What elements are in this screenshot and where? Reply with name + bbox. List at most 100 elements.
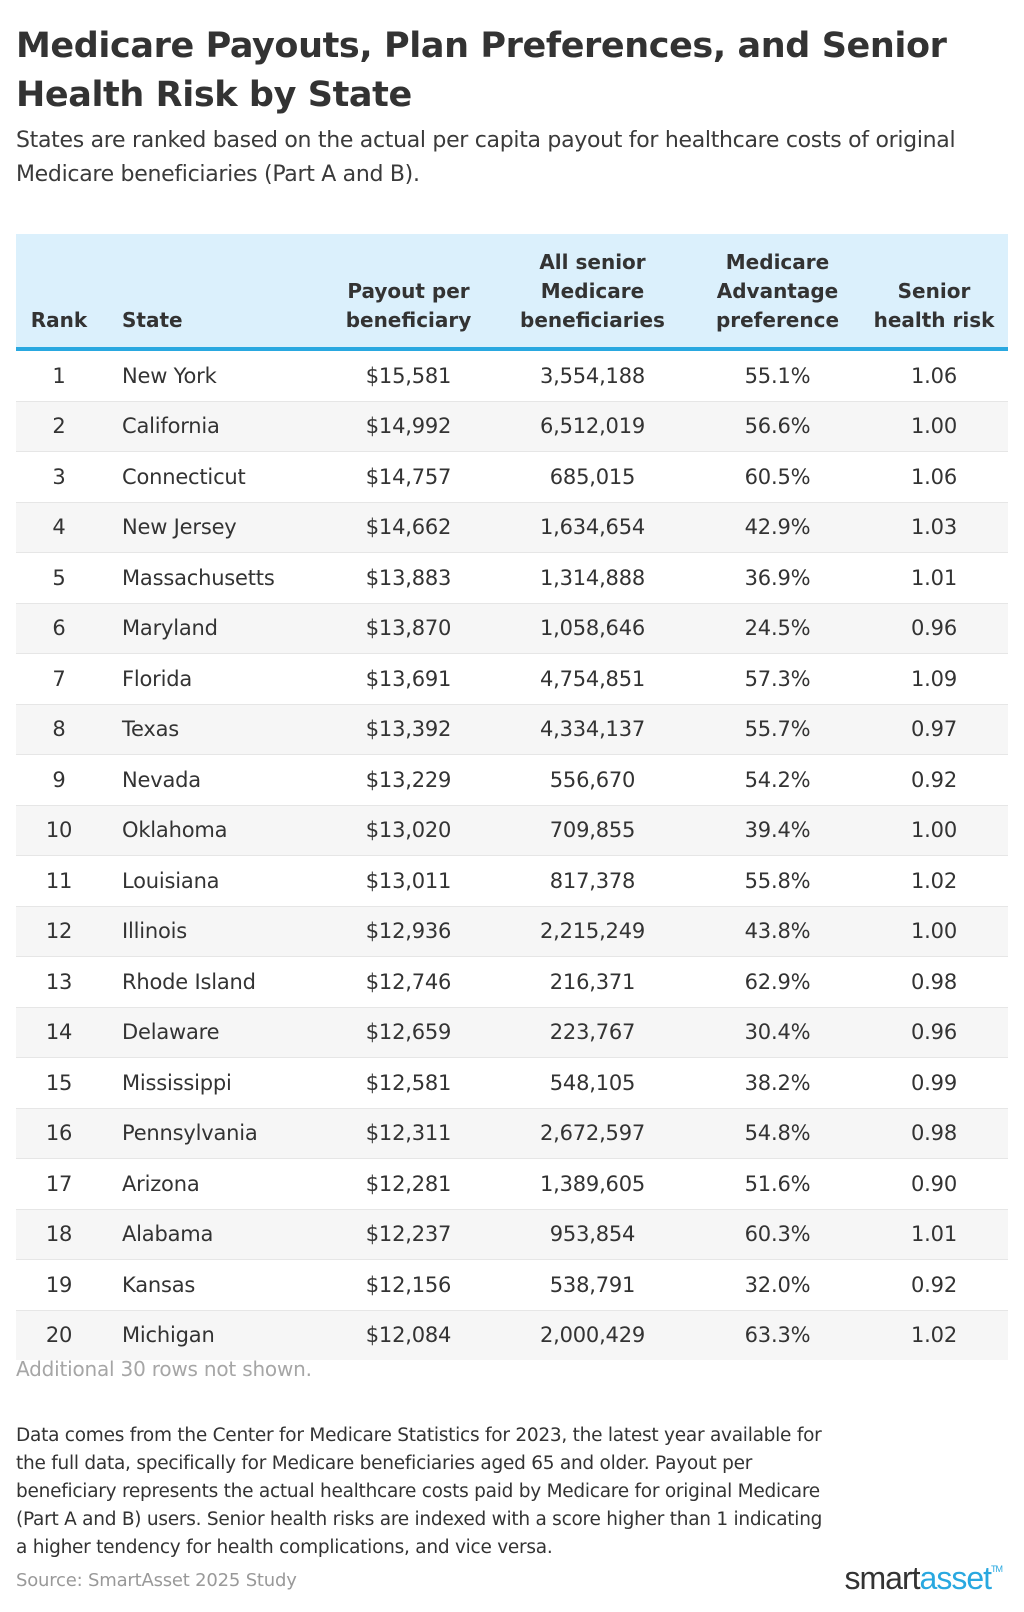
cell-rank: 12 bbox=[16, 905, 102, 957]
table-row: 18 Alabama $12,237 953,854 60.3% 1.01 bbox=[16, 1208, 1008, 1260]
page-title: Medicare Payouts, Plan Preferences, and … bbox=[16, 26, 947, 115]
cell-beneficiaries: 538,791 bbox=[490, 1259, 695, 1310]
cell-rank: 14 bbox=[16, 1006, 102, 1058]
cell-advantage: 43.8% bbox=[695, 905, 860, 957]
cell-risk: 1.00 bbox=[860, 905, 1008, 957]
cell-advantage: 56.6% bbox=[695, 400, 860, 452]
cell-advantage: 38.2% bbox=[695, 1057, 860, 1108]
cell-payout: $13,229 bbox=[327, 754, 490, 805]
cell-beneficiaries: 1,314,888 bbox=[490, 552, 695, 603]
cell-payout: $13,011 bbox=[327, 855, 490, 906]
cell-beneficiaries: 216,371 bbox=[490, 956, 695, 1007]
cell-beneficiaries: 1,058,646 bbox=[490, 602, 695, 654]
cell-rank: 2 bbox=[16, 400, 102, 452]
table-row: 15 Mississippi $12,581 548,105 38.2% 0.99 bbox=[16, 1057, 1008, 1108]
cell-payout: $12,156 bbox=[327, 1259, 490, 1310]
cell-payout: $14,992 bbox=[327, 400, 490, 452]
methodology-text: Data comes from the Center for Medicare … bbox=[16, 1425, 823, 1558]
cell-risk: 0.92 bbox=[860, 1259, 1008, 1310]
cell-advantage: 57.3% bbox=[695, 653, 860, 704]
cell-rank: 5 bbox=[16, 552, 102, 603]
logo-asset: asset bbox=[919, 1560, 992, 1596]
cell-payout: $12,281 bbox=[327, 1158, 490, 1209]
cell-risk: 0.98 bbox=[860, 1107, 1008, 1159]
cell-risk: 1.00 bbox=[860, 804, 1008, 856]
table-row: 10 Oklahoma $13,020 709,855 39.4% 1.00 bbox=[16, 804, 1008, 856]
cell-beneficiaries: 223,767 bbox=[490, 1006, 695, 1058]
cell-advantage: 54.2% bbox=[695, 754, 860, 805]
cell-risk: 0.97 bbox=[860, 703, 1008, 755]
column-header-rank: Rank bbox=[16, 234, 102, 351]
table-row: 11 Louisiana $13,011 817,378 55.8% 1.02 bbox=[16, 855, 1008, 906]
cell-payout: $12,237 bbox=[327, 1208, 490, 1260]
table-row: 7 Florida $13,691 4,754,851 57.3% 1.09 bbox=[16, 653, 1008, 704]
table-header-row: Rank State Payout per beneficiary All se… bbox=[16, 234, 1008, 351]
cell-state: Connecticut bbox=[102, 451, 327, 502]
cell-beneficiaries: 556,670 bbox=[490, 754, 695, 805]
table-row: 9 Nevada $13,229 556,670 54.2% 0.92 bbox=[16, 754, 1008, 805]
cell-advantage: 55.1% bbox=[744, 363, 811, 388]
cell-beneficiaries: 6,512,019 bbox=[490, 400, 695, 452]
cell-risk: 1.00 bbox=[860, 400, 1008, 452]
table-row: 8 Texas $13,392 4,334,137 55.7% 0.97 bbox=[16, 703, 1008, 755]
cell-beneficiaries: 2,672,597 bbox=[490, 1107, 695, 1159]
cell-beneficiaries: 2,215,249 bbox=[490, 905, 695, 957]
cell-beneficiaries: 953,854 bbox=[490, 1208, 695, 1260]
table-row: 5 Massachusetts $13,883 1,314,888 36.9% 1.01 bbox=[16, 552, 1008, 603]
logo-trademark: TM bbox=[991, 1564, 1003, 1574]
cell-payout: $13,691 bbox=[327, 653, 490, 704]
cell-rank: 7 bbox=[16, 653, 102, 704]
cell-state: Kansas bbox=[102, 1259, 327, 1310]
cell-state: Louisiana bbox=[102, 855, 327, 906]
table-row: 12 Illinois $12,936 2,215,249 43.8% 1.00 bbox=[16, 905, 1008, 957]
column-header-advantage: Medicare Advantage preference bbox=[695, 234, 860, 351]
cell-advantage: 54.8% bbox=[695, 1107, 860, 1159]
table-row: 20 Michigan $12,084 2,000,429 63.3% 1.02 bbox=[16, 1309, 1008, 1360]
cell-risk: 1.01 bbox=[860, 552, 1008, 603]
cell-rank: 9 bbox=[16, 754, 102, 805]
cell-payout: $13,392 bbox=[327, 703, 490, 755]
cell-rank: 17 bbox=[16, 1158, 102, 1209]
cell-state: Mississippi bbox=[102, 1057, 327, 1108]
cell-rank: 20 bbox=[16, 1309, 102, 1360]
cell-payout: $13,883 bbox=[327, 552, 490, 603]
cell-rank: 8 bbox=[16, 703, 102, 755]
cell-payout: $12,581 bbox=[327, 1057, 490, 1108]
table-row: 17 Arizona $12,281 1,389,605 51.6% 0.90 bbox=[16, 1158, 1008, 1209]
cell-advantage: 30.4% bbox=[695, 1006, 860, 1058]
cell-advantage: 51.6% bbox=[695, 1158, 860, 1209]
cell-rank: 13 bbox=[16, 956, 102, 1007]
cell-rank: 3 bbox=[16, 451, 102, 502]
cell-risk: 1.03 bbox=[860, 501, 1008, 553]
cell-beneficiaries: 4,334,137 bbox=[490, 703, 695, 755]
cell-payout: $12,936 bbox=[327, 905, 490, 957]
page-subtitle: States are ranked based on the actual pe… bbox=[16, 128, 956, 187]
cell-payout: $14,662 bbox=[327, 501, 490, 553]
cell-risk: 1.01 bbox=[860, 1208, 1008, 1260]
source-text: Source: SmartAsset 2025 Study bbox=[16, 1570, 297, 1591]
cell-state: Florida bbox=[102, 653, 327, 704]
column-header-payout: Payout per beneficiary bbox=[327, 234, 490, 351]
cell-risk: 1.06 bbox=[911, 363, 957, 388]
smartasset-logo: smartassetTM bbox=[845, 1560, 1003, 1597]
cell-rank: 4 bbox=[16, 501, 102, 553]
table-row: 3 Connecticut $14,757 685,015 60.5% 1.06 bbox=[16, 451, 1008, 502]
cell-state: Rhode Island bbox=[102, 956, 327, 1007]
cell-payout: $12,746 bbox=[327, 956, 490, 1007]
cell-state: California bbox=[102, 400, 327, 452]
cell-risk: 1.02 bbox=[860, 1309, 1008, 1360]
rows-not-shown-note: Additional 30 rows not shown. bbox=[16, 1357, 312, 1381]
cell-state: Michigan bbox=[102, 1309, 327, 1360]
cell-state: Alabama bbox=[102, 1208, 327, 1260]
cell-state: Maryland bbox=[102, 602, 327, 654]
cell-advantage: 39.4% bbox=[695, 804, 860, 856]
cell-risk: 1.06 bbox=[860, 451, 1008, 502]
table-row: 2 California $14,992 6,512,019 56.6% 1.00 bbox=[16, 400, 1008, 452]
cell-advantage: 32.0% bbox=[695, 1259, 860, 1310]
cell-rank: 10 bbox=[16, 804, 102, 856]
cell-beneficiaries: 1,634,654 bbox=[490, 501, 695, 553]
data-table: Rank State Payout per beneficiary All se… bbox=[16, 234, 1008, 1360]
cell-state: Illinois bbox=[102, 905, 327, 957]
cell-state: Massachusetts bbox=[102, 552, 327, 603]
cell-risk: 0.92 bbox=[860, 754, 1008, 805]
